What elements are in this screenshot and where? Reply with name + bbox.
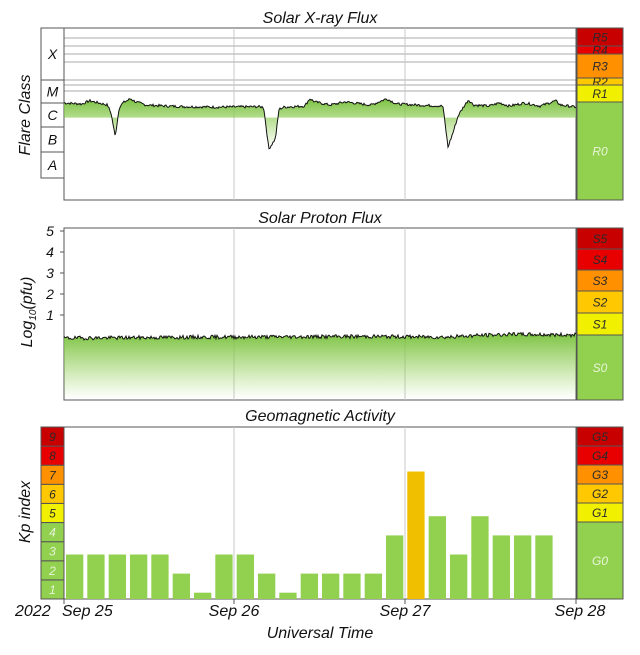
radiation-scale-cell <box>576 334 624 401</box>
flare-class-label: M <box>47 84 59 100</box>
flare-class-label: C <box>47 107 58 123</box>
xray-ylabel: Flare Class <box>17 75 34 156</box>
xray-flux-area <box>63 27 577 201</box>
radio-scale-label: R5 <box>592 31 608 45</box>
radio-scale-label: R0 <box>592 145 608 159</box>
kp-bar <box>471 516 489 599</box>
storm-scale-label: G4 <box>592 449 608 463</box>
year-label: 2022 <box>14 603 51 620</box>
solar-radiation-scale: S5 S4 S3 S2 S1 S0 <box>576 227 624 401</box>
kp-bar <box>386 535 404 599</box>
radio-scale-label: R1 <box>592 87 607 101</box>
proton-ylabel: Log10(pfu) <box>19 277 39 348</box>
kp-level-label: 1 <box>49 583 56 597</box>
proton-flux-area <box>63 227 577 401</box>
kp-bar <box>428 516 446 599</box>
proton-tick-label: 1 <box>46 307 54 323</box>
radiation-scale-label: S5 <box>593 232 608 246</box>
radiation-scale-label: S0 <box>593 361 608 375</box>
kp-level-label: 2 <box>48 564 56 578</box>
xray-title: Solar X-ray Flux <box>263 10 379 27</box>
proton-flux-line <box>63 331 577 341</box>
kp-bar <box>130 554 148 599</box>
proton-ylabel-sub: 10 <box>28 309 39 321</box>
geomagnetic-panel: Geomagnetic Activity Kp index 123456789 … <box>17 408 624 600</box>
kp-bar <box>215 554 233 599</box>
time-tick-labels: Sep 25 Sep 26 Sep 27 Sep 28 <box>62 599 605 620</box>
kp-bar <box>172 573 190 599</box>
time-tick-label: Sep 27 <box>380 603 432 620</box>
radiation-scale-label: S4 <box>593 253 608 267</box>
kp-level-label: 4 <box>49 526 56 540</box>
kp-bar <box>151 554 169 599</box>
kp-bar <box>535 535 553 599</box>
xaxis-title: Universal Time <box>267 625 374 642</box>
proton-tick-label: 5 <box>46 223 54 239</box>
storm-scale-label: G2 <box>592 487 608 501</box>
storm-scale-label: G5 <box>592 430 608 444</box>
kp-bar <box>450 554 468 599</box>
geomagnetic-storm-scale: G5 G4 G3 G2 G1 G0 <box>576 426 624 600</box>
time-axis: 2022 Sep 25 Sep 26 Sep 27 Sep 28 Universal … <box>14 599 605 642</box>
storm-scale-cell <box>576 521 624 600</box>
proton-ylabel-base: Log <box>19 321 36 348</box>
kp-bar <box>364 573 382 599</box>
kp-bar <box>258 573 276 599</box>
kp-bar <box>236 554 254 599</box>
xray-flux-fill <box>64 98 576 149</box>
kp-bar <box>322 573 340 599</box>
radiation-scale-label: S2 <box>593 296 608 310</box>
proton-title: Solar Proton Flux <box>258 210 383 227</box>
kp-level-label: 8 <box>49 449 56 463</box>
kp-bar <box>194 592 212 599</box>
kp-bar <box>343 573 361 599</box>
kp-bar <box>279 592 297 599</box>
flare-class-label: X <box>47 46 58 62</box>
proton-tick-label: 2 <box>45 286 54 302</box>
flare-class-label: A <box>47 157 57 173</box>
storm-scale-label: G1 <box>592 506 608 520</box>
kp-bar <box>492 535 510 599</box>
time-tick-label: Sep 25 <box>62 603 113 620</box>
proton-tick-label: 4 <box>46 244 54 260</box>
xray-flux-line <box>63 98 577 150</box>
radiation-scale-label: S3 <box>593 274 608 288</box>
proton-tick-labels: 1 2 3 4 5 <box>45 223 64 323</box>
kp-bars <box>63 426 577 600</box>
kp-title: Geomagnetic Activity <box>245 408 396 425</box>
kp-level-label: 5 <box>49 507 56 521</box>
storm-scale-label: G3 <box>592 468 608 482</box>
kp-bar <box>66 554 84 599</box>
kp-bar <box>300 573 318 599</box>
kp-level-scale: 1 2 3 4 5 6 7 8 9 <box>40 426 65 600</box>
radio-scale-label: R3 <box>592 60 608 74</box>
radiation-scale-label: S1 <box>593 318 608 332</box>
kp-ylabel: Kp index <box>17 480 34 543</box>
kp-bar <box>108 554 126 599</box>
kp-bar <box>514 535 532 599</box>
radio-scale-cell <box>576 53 624 79</box>
kp-level-label: 6 <box>49 487 56 501</box>
proton-ylabel-unit: (pfu) <box>19 277 36 310</box>
time-tick-label: Sep 28 <box>555 603 606 620</box>
kp-level-label: 7 <box>49 468 57 482</box>
proton-flux-fill <box>64 332 576 399</box>
storm-scale-label: G0 <box>592 554 608 568</box>
proton-tick-label: 3 <box>46 265 54 281</box>
kp-level-label: 9 <box>49 430 56 444</box>
kp-bar <box>407 471 425 599</box>
time-tick-label: Sep 26 <box>209 603 260 620</box>
kp-level-label: 3 <box>49 545 56 559</box>
flare-class-label: B <box>48 132 57 148</box>
radio-scale-cell <box>576 101 624 201</box>
kp-bar <box>87 554 105 599</box>
kp-plot-frame <box>63 426 577 600</box>
